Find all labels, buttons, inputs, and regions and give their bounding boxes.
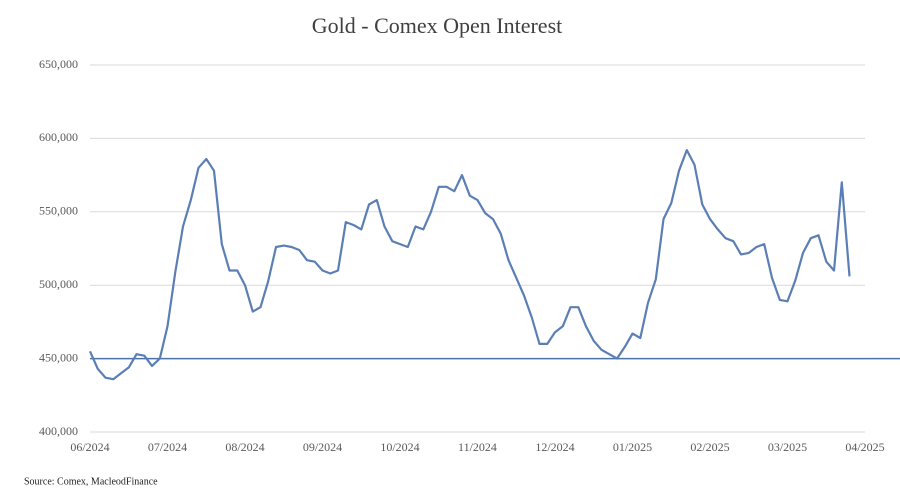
x-tick-label: 11/2024 — [458, 440, 497, 454]
y-tick-label: 600,000 — [39, 130, 78, 144]
x-tick-label: 09/2024 — [303, 440, 342, 454]
x-tick-label: 01/2025 — [613, 440, 652, 454]
y-tick-label: 450,000 — [39, 350, 78, 364]
y-tick-label: 550,000 — [39, 204, 78, 218]
data-line — [88, 149, 851, 381]
x-tick-label: 08/2024 — [225, 440, 264, 454]
x-tick-label: 07/2024 — [148, 440, 187, 454]
source-note: Source: Comex, MacleodFinance — [24, 476, 158, 487]
chart-title: Gold - Comex Open Interest — [312, 13, 563, 38]
x-tick-label: 04/2025 — [845, 440, 884, 454]
x-tick-label: 02/2025 — [690, 440, 729, 454]
y-tick-label: 400,000 — [39, 424, 78, 438]
y-tick-label: 650,000 — [39, 57, 78, 71]
x-tick-label: 10/2024 — [380, 440, 419, 454]
y-tick-label: 500,000 — [39, 277, 78, 291]
x-tick-label: 12/2024 — [535, 440, 574, 454]
x-tick-label: 06/2024 — [70, 440, 109, 454]
x-tick-label: 03/2025 — [768, 440, 807, 454]
